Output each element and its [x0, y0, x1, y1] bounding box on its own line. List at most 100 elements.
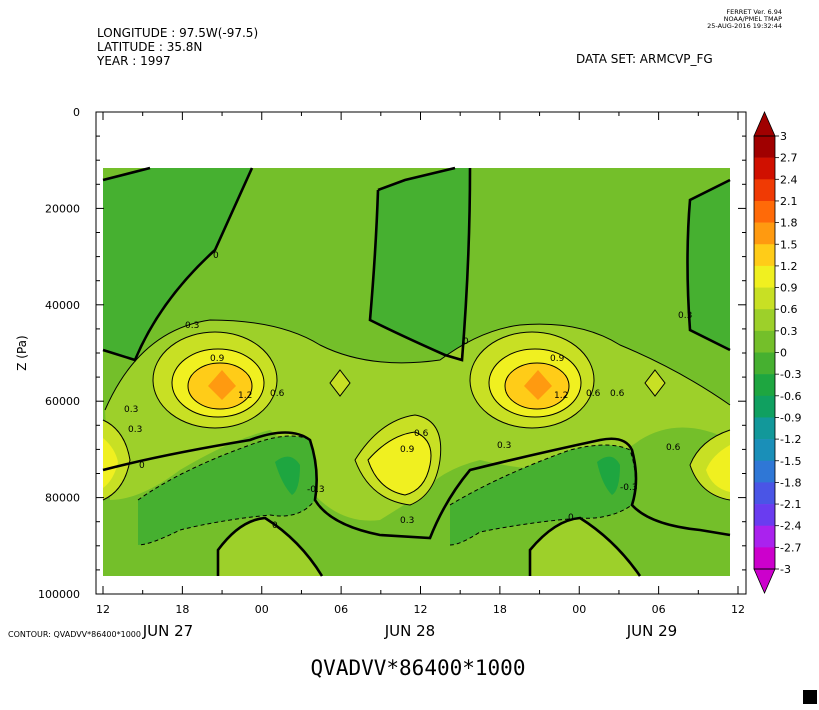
- colorbar-label: 2.7: [780, 152, 798, 165]
- y-tick-label: 80000: [45, 492, 80, 505]
- x-tick-label: 12: [414, 603, 428, 616]
- colorbar-segment: [754, 157, 775, 180]
- x-tick-label: 00: [572, 603, 586, 616]
- negative-region-upper-right: [687, 180, 730, 350]
- colorbar-label: 0.6: [780, 303, 798, 316]
- colorbar-label: -2.7: [780, 541, 801, 554]
- contour-0-6-right: [469, 331, 595, 429]
- colorbar-segment: [754, 265, 775, 288]
- contour-label: 0.6: [586, 389, 601, 399]
- x-tick-label: 18: [493, 603, 507, 616]
- colorbar-label: -1.8: [780, 476, 801, 489]
- colorbar-segment: [754, 417, 775, 440]
- colorbar-label: 2.4: [780, 173, 798, 186]
- contour-label: 1.2: [238, 391, 252, 401]
- zero-contour-upper-left: [102, 167, 254, 362]
- colorbar-segment: [754, 330, 775, 353]
- max-left-edge-level-0-9: [103, 438, 118, 488]
- colorbar-top-arrow: [753, 111, 776, 137]
- colorbar-label: 0.3: [780, 325, 798, 338]
- y-tick-label: 20000: [45, 202, 80, 215]
- contour-label: 0: [463, 337, 469, 347]
- contour-0-9-center: [367, 431, 432, 496]
- colorbar-segment: [754, 200, 775, 223]
- zero-contour-middle: [102, 431, 731, 540]
- y-tick-label: 60000: [45, 395, 80, 408]
- corner-marker: [803, 690, 817, 704]
- negative-region-upper-left-edge: [103, 180, 130, 310]
- x-date-label: JUN 28: [384, 622, 435, 640]
- y-tick-label: 100000: [38, 588, 80, 601]
- latitude-label: LATITUDE : 35.8N: [97, 40, 202, 54]
- y-axis-label: Z (Pa): [15, 335, 29, 370]
- x-tick-label: 00: [255, 603, 269, 616]
- contour-0-6-right-edge: [689, 429, 731, 501]
- negative-region-upper-left: [103, 168, 252, 360]
- y-tick-label: 40000: [45, 299, 80, 312]
- contour-label: 0.3: [497, 441, 511, 451]
- colorbar-segment: [754, 439, 775, 462]
- contour-small-diamond-left: [329, 369, 351, 397]
- contour-label: 0.6: [414, 429, 429, 439]
- contour-label: 0: [272, 521, 278, 531]
- contour-label: 0: [213, 251, 219, 261]
- x-tick-label: 06: [334, 603, 348, 616]
- zero-contour-top-left: [102, 166, 151, 182]
- negative-region-lower-left: [138, 436, 317, 545]
- ferret-version: FERRET Ver. 6.94: [726, 8, 782, 16]
- contour-label: 0.9: [400, 445, 415, 455]
- colorbar-segment: [754, 287, 775, 310]
- colorbar-segment: [754, 395, 775, 418]
- contour-0-6-left-edge: [102, 419, 131, 501]
- colorbar-label: 2.1: [780, 195, 798, 208]
- contour-labels: 0 0 0 0 0 0.3 0.3 0.3 0.3 0.3 0.3 -0.3 -…: [124, 251, 692, 531]
- y-tick-label: 0: [73, 106, 80, 119]
- colorbar-segment: [754, 136, 775, 158]
- colorbar-segment: [754, 482, 775, 505]
- contour-label: 0.3: [185, 321, 199, 331]
- zero-contour-top-center: [377, 166, 456, 192]
- colorbar-label: -0.6: [780, 390, 801, 403]
- colorbar-segment: [754, 374, 775, 397]
- chart-title: QVADVV*86400*1000: [311, 656, 526, 680]
- colorbar-segment: [754, 179, 775, 202]
- contour-0-3-upper: [104, 319, 731, 411]
- contour-label: 0.6: [666, 443, 681, 453]
- colorbar-segment: [754, 309, 775, 332]
- colorbar: 3 2.7 2.4 2.1 1.8 1.5 1.2 0.9 0.6 0.3 0 -0.3 -0.6 -0.…: [753, 111, 801, 594]
- colorbar-label: -2.4: [780, 520, 801, 533]
- contour-0-6-left: [152, 331, 278, 429]
- contour-label: 0.3: [678, 311, 692, 321]
- contour-label: 0.9: [550, 354, 565, 364]
- ferret-org: NOAA/PMEL TMAP: [724, 15, 782, 23]
- colorbar-segment: [754, 352, 775, 375]
- colorbar-segment: [754, 525, 775, 548]
- contour-lines: [102, 166, 731, 577]
- contour-label: 1.2: [554, 391, 568, 401]
- contour-0-6-center: [354, 414, 442, 506]
- max-left-level-1-5: [208, 370, 236, 400]
- ferret-date: 25-AUG-2016 19:32:44: [707, 22, 782, 30]
- x-tick-label: 18: [175, 603, 189, 616]
- colorbar-label: -0.9: [780, 411, 801, 424]
- colorbar-segment: [754, 244, 775, 267]
- x-date-label: JUN 27: [142, 622, 193, 640]
- contour-label: 0.3: [124, 405, 138, 415]
- colorbar-label: -0.3: [780, 368, 801, 381]
- negative-region-lower-left-core: [275, 456, 300, 495]
- contour-1-2-left: [187, 362, 253, 410]
- zero-contour-upper-center: [368, 167, 472, 362]
- longitude-label: LONGITUDE : 97.5W(-97.5): [97, 26, 258, 40]
- negative-region-lower-right: [450, 445, 636, 545]
- colorbar-label: 3: [780, 130, 787, 143]
- x-tick-label: 12: [731, 603, 745, 616]
- contour-label: 0.6: [610, 389, 625, 399]
- colorbar-label: 1.5: [780, 238, 798, 251]
- contour-label: 0.9: [210, 354, 225, 364]
- x-date-label: JUN 29: [626, 622, 677, 640]
- bottom-bump-left: [218, 518, 322, 576]
- dataset-label: DATA SET: ARMCVP_FG: [576, 52, 713, 66]
- max-right-edge-level-0-9: [706, 445, 730, 492]
